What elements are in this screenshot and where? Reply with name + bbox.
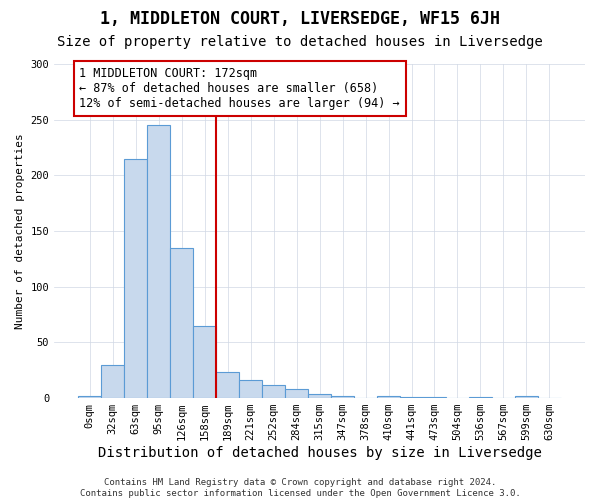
Bar (147, 125, 170, 398)
Text: Contains HM Land Registry data © Crown copyright and database right 2024.
Contai: Contains HM Land Registry data © Crown c… (80, 478, 520, 498)
Bar (469, 397, 492, 398)
Bar (124, 158, 147, 398)
Bar (78, 396, 101, 398)
Bar (239, 380, 262, 398)
Bar (308, 394, 331, 398)
Text: 1, MIDDLETON COURT, LIVERSEDGE, WF15 6JH: 1, MIDDLETON COURT, LIVERSEDGE, WF15 6JH (100, 10, 500, 28)
Bar (515, 396, 538, 398)
Bar (377, 396, 400, 398)
Text: 1 MIDDLETON COURT: 172sqm
← 87% of detached houses are smaller (658)
12% of semi: 1 MIDDLETON COURT: 172sqm ← 87% of detac… (79, 68, 400, 110)
Bar (262, 384, 285, 398)
Bar (285, 389, 308, 398)
Bar (101, 364, 124, 398)
Y-axis label: Number of detached properties: Number of detached properties (15, 133, 25, 329)
Bar (170, 248, 193, 398)
Bar (331, 396, 354, 398)
Bar (193, 326, 216, 398)
X-axis label: Distribution of detached houses by size in Liversedge: Distribution of detached houses by size … (98, 446, 542, 460)
Bar (400, 397, 423, 398)
Text: Size of property relative to detached houses in Liversedge: Size of property relative to detached ho… (57, 35, 543, 49)
Bar (423, 397, 446, 398)
Bar (216, 372, 239, 398)
